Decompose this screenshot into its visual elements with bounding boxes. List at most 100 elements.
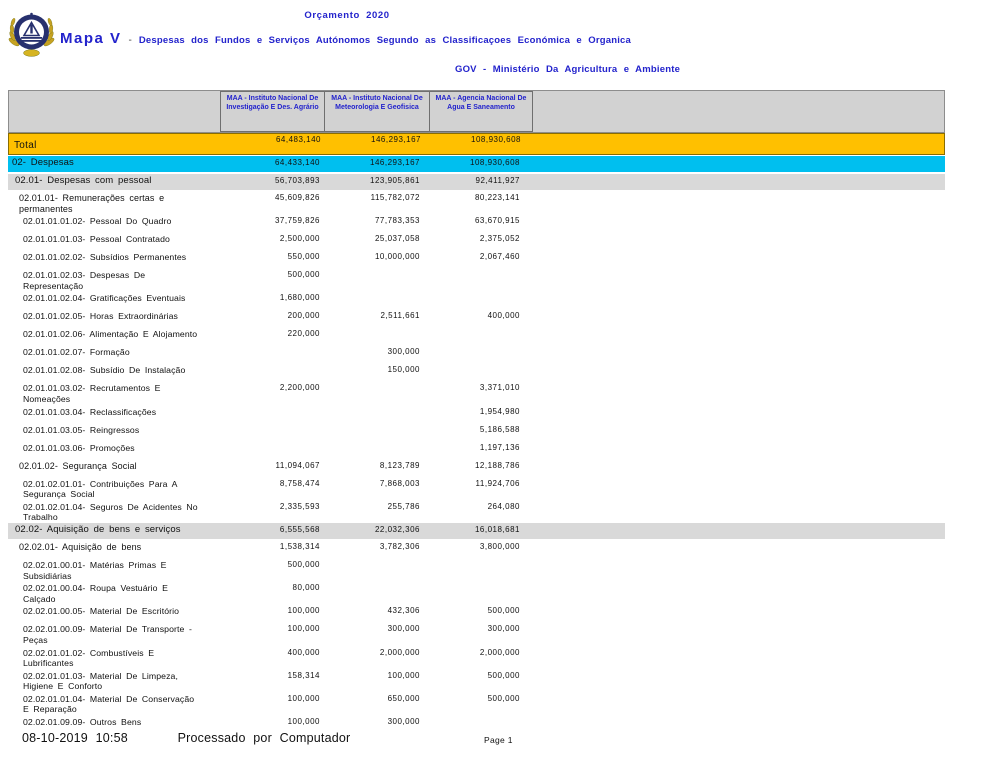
row-label: 02.01.01.01.03- Pessoal Contratado [23, 234, 170, 245]
row-value-agua: 1,197,136 [479, 442, 520, 452]
row-label: 02.01.01.02.06- Alimentação E Alojamento [23, 329, 198, 340]
row-value-meteorologia: 2,511,661 [380, 311, 420, 321]
row-value-agua: 3,800,000 [479, 541, 520, 551]
row-label: 02.02.01.01.02- Combustíveis E Lubrifica… [23, 647, 155, 669]
table-row: 02.01.01.02.06- Alimentação E Alojamento… [8, 327, 945, 345]
row-value-investigacao: 2,500,000 [279, 234, 320, 244]
table-row: 02.01.01.02.07- Formação 300,000 [8, 345, 945, 363]
row-value-agua: 108,930,608 [470, 158, 520, 167]
row-label: 02.02.01.00.05- Material De Escritório [23, 606, 180, 617]
budget-table: MAA - Instituto Nacional De Investigação… [8, 90, 945, 733]
row-label: 02.01.01.02.08- Subsídio De Instalação [23, 365, 186, 376]
row-value-meteorologia: 77,783,353 [374, 216, 420, 226]
row-value-meteorologia: 146,293,167 [370, 158, 420, 167]
row-value-meteorologia: 100,000 [387, 670, 420, 680]
row-value-investigacao: 500,000 [287, 270, 320, 280]
table-row: 02- Despesas 64,433,140 146,293,167 108,… [8, 156, 945, 172]
row-label: 02.02.01.01.03- Material De Limpeza, Hig… [23, 670, 178, 692]
column-header-agua-saneamento: MAA - Agencia Nacional De Agua E Saneame… [429, 91, 533, 132]
table-row: 02.02.01.01.03- Material De Limpeza, Hig… [8, 669, 945, 692]
row-value-investigacao: 200,000 [287, 311, 320, 321]
row-label: 02.02- Aquisição de bens e serviços [15, 523, 181, 535]
column-header-line2: Meteorologia E Geofisica [335, 104, 419, 111]
table-row: 02.02.01.01.02- Combustíveis E Lubrifica… [8, 646, 945, 669]
table-row: 02.01.01.02.03- Despesas De Representaçã… [8, 268, 945, 291]
table-row: 02.02.01.00.01- Matérias Primas E Subsid… [8, 558, 945, 581]
row-value-investigacao: 64,433,140 [274, 158, 320, 167]
map-label: Mapa V [60, 30, 122, 47]
row-value-meteorologia: 115,782,072 [370, 193, 420, 202]
row-value-investigacao: 550,000 [287, 252, 320, 262]
map-title-line: Mapa V - Despesas dos Fundos e Serviços … [60, 30, 631, 47]
footer-line: 08-10-2019 10:58 Processado por Computad… [22, 731, 350, 745]
row-label: 02.02.01.00.01- Matérias Primas E Subsid… [23, 559, 167, 581]
row-value-agua: 500,000 [487, 606, 520, 616]
table-row: 02.02.01.09.09- Outros Bens 100,000 300,… [8, 715, 945, 733]
row-label: 02.01.02- Segurança Social [19, 460, 137, 471]
column-header-line1: MAA - Instituto Nacional De [226, 95, 319, 102]
cape-verde-coat-of-arms-logo [8, 12, 55, 57]
row-value-agua: 264,080 [487, 501, 520, 511]
row-label: 02.01.01.02.02- Subsídios Permanentes [23, 252, 187, 263]
row-value-agua: 2,067,460 [479, 252, 520, 262]
row-value-investigacao: 500,000 [287, 559, 320, 569]
row-value-investigacao: 6,555,568 [279, 524, 320, 534]
row-value-investigacao: 158,314 [287, 670, 320, 680]
page-number: Page 1 [484, 735, 513, 745]
row-label: 02.01.01.03.02- Recrutamentos E Nomeaçõe… [23, 383, 161, 404]
table-row: 02.02.01.00.05- Material De Escritório 1… [8, 604, 945, 622]
table-row: 02.01.01.03.02- Recrutamentos E Nomeaçõe… [8, 381, 945, 404]
table-row: 02.01.01.01.02- Pessoal Do Quadro 37,759… [8, 214, 945, 232]
table-body: Total 64,483,140 146,293,167 108,930,608… [8, 133, 945, 733]
row-value-meteorologia: 300,000 [387, 717, 420, 727]
row-value-meteorologia: 650,000 [387, 693, 420, 703]
row-label: 02.01.02.01.01- Contribuições Para A Seg… [23, 478, 178, 500]
row-value-meteorologia: 150,000 [387, 365, 420, 375]
row-label: 02.01.01.03.04- Reclassificações [23, 406, 157, 417]
row-label: 02.02.01- Aquisição de bens [19, 541, 142, 552]
column-header-meteorologia: MAA - Instituto Nacional De Meteorologia… [324, 91, 430, 132]
row-value-investigacao: 400,000 [287, 647, 320, 657]
map-subtitle: Despesas dos Fundos e Serviços Autónomos… [138, 35, 632, 46]
table-row: 02.02.01.01.04- Material De Conservação … [8, 692, 945, 715]
table-row: 02.02.01.00.09- Material De Transporte -… [8, 622, 945, 645]
row-value-agua: 2,375,052 [479, 234, 520, 244]
row-label: 02.01.01.02.05- Horas Extraordinárias [23, 311, 178, 322]
row-value-investigacao: 11,094,067 [275, 460, 320, 470]
row-value-agua: 400,000 [487, 311, 520, 321]
row-label: 02.01.01.02.04- Gratificações Eventuais [23, 293, 186, 304]
column-header-line2: Investigação E Des. Agrário [226, 104, 319, 111]
table-row: 02.01.01.03.04- Reclassificações 1,954,9… [8, 405, 945, 423]
row-value-meteorologia: 10,000,000 [374, 252, 420, 262]
row-value-meteorologia: 22,032,306 [374, 524, 420, 534]
table-row: 02.01.01.02.05- Horas Extraordinárias 20… [8, 309, 945, 327]
table-row: 02.01.01.02.08- Subsídio De Instalação 1… [8, 363, 945, 381]
row-value-investigacao: 45,609,826 [274, 193, 320, 202]
row-value-meteorologia: 25,037,058 [374, 234, 420, 244]
column-header-ina-investigacao: MAA - Instituto Nacional De Investigação… [220, 91, 325, 132]
ministry-line: GOV - Ministério Da Agricultura e Ambien… [455, 64, 681, 75]
row-value-meteorologia: 300,000 [387, 624, 420, 634]
row-value-agua: 3,371,010 [479, 383, 520, 393]
column-header-line1: MAA - Instituto Nacional De [331, 95, 423, 102]
row-value-meteorologia: 255,786 [387, 501, 420, 511]
table-header: MAA - Instituto Nacional De Investigação… [8, 90, 945, 133]
row-value-investigacao: 2,200,000 [279, 383, 320, 393]
row-value-agua: 108,930,608 [471, 135, 521, 144]
row-label: 02- Despesas [12, 157, 74, 168]
row-value-investigacao: 100,000 [287, 606, 320, 616]
row-value-meteorologia: 146,293,167 [371, 135, 421, 144]
row-value-investigacao: 56,703,893 [274, 176, 320, 185]
table-row: 02.02.01.00.04- Roupa Vestuário E Calçad… [8, 581, 945, 604]
table-row: 02.01.01- Remunerações certas e permanen… [8, 191, 945, 214]
row-value-meteorologia: 7,868,003 [379, 478, 420, 488]
row-value-meteorologia: 300,000 [387, 347, 420, 357]
table-row: 02.01.01.01.03- Pessoal Contratado 2,500… [8, 232, 945, 250]
row-value-agua: 300,000 [487, 624, 520, 634]
row-value-agua: 11,924,706 [475, 478, 520, 488]
table-row: 02.01.01.02.04- Gratificações Eventuais … [8, 291, 945, 309]
row-label: 02.02.01.09.09- Outros Bens [23, 717, 142, 728]
column-header-line2: Agua E Saneamento [447, 104, 515, 111]
row-value-investigacao: 37,759,826 [274, 216, 320, 226]
table-row: 02.01.02- Segurança Social 11,094,067 8,… [8, 459, 945, 477]
